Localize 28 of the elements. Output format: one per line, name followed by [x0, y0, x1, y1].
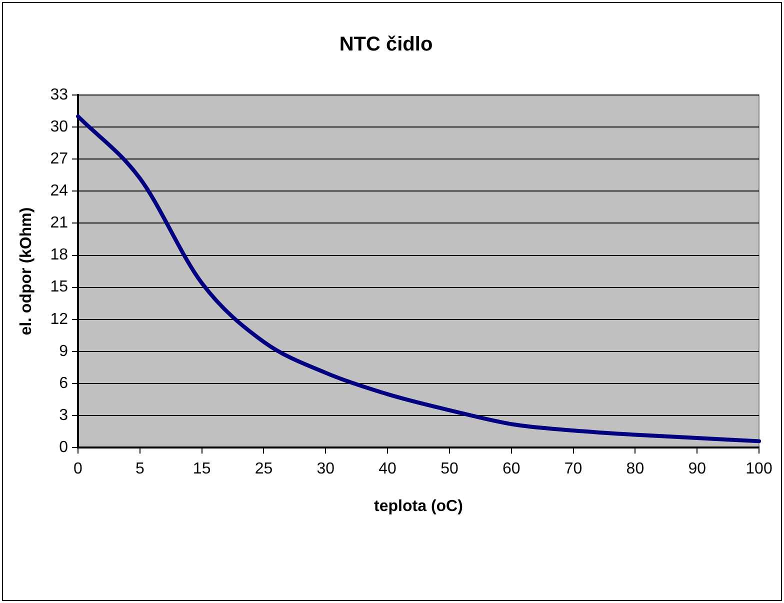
x-tick-label: 0: [74, 460, 83, 478]
x-tick-label: 40: [378, 460, 397, 478]
y-tick-label: 33: [50, 86, 68, 104]
x-tick-label: 5: [135, 460, 144, 478]
y-tick-label: 21: [50, 214, 68, 232]
x-tick-label: 25: [254, 460, 273, 478]
x-tick-label: 80: [626, 460, 644, 478]
line-series: [76, 114, 761, 444]
x-tick-label: 30: [316, 460, 335, 478]
x-tick-label: 50: [440, 460, 458, 478]
y-tick-label: 3: [59, 406, 68, 424]
y-tick-label: 27: [50, 150, 68, 168]
y-tick-label: 12: [50, 310, 68, 328]
y-tick-label: 9: [59, 342, 68, 360]
y-tick-label: 18: [50, 246, 68, 264]
x-tick-label: 70: [564, 460, 582, 478]
y-tick-label: 0: [59, 439, 68, 456]
x-tick-label: 60: [502, 460, 520, 478]
x-axis-title: teplota (oC): [374, 498, 463, 515]
y-axis-title: el. odpor (kOhm): [18, 207, 36, 336]
x-tick-label: 100: [746, 460, 772, 478]
x-tick-label: 90: [688, 460, 706, 478]
y-tick-label: 30: [50, 118, 68, 136]
y-tick-label: 6: [59, 374, 68, 392]
x-tick-label: 15: [192, 460, 211, 478]
y-tick-label: 24: [50, 182, 68, 200]
chart-title: NTC čidlo: [339, 34, 433, 56]
y-tick-label: 15: [50, 278, 68, 296]
